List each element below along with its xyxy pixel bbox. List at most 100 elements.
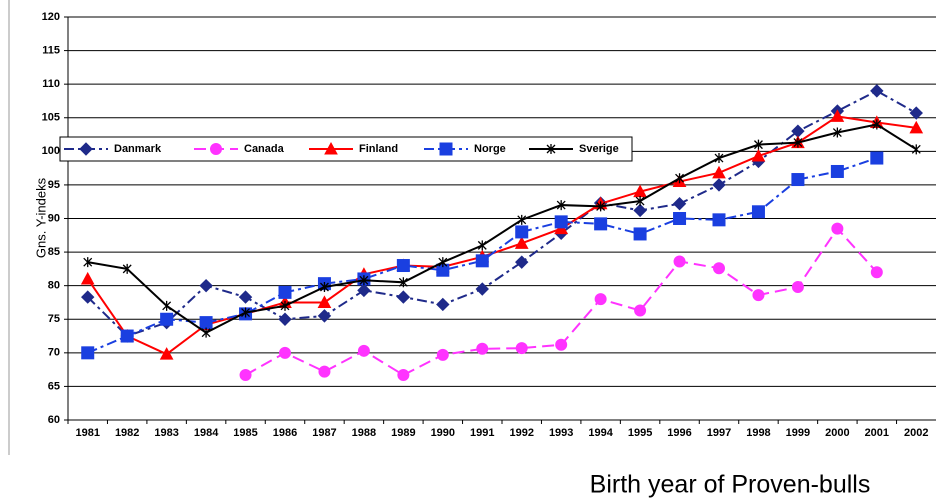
y-tick-label: 120 bbox=[42, 11, 60, 23]
legend-label: Sverige bbox=[579, 143, 619, 155]
legend-marker bbox=[439, 142, 453, 156]
data-point bbox=[280, 300, 290, 311]
data-point bbox=[159, 347, 174, 360]
data-point bbox=[319, 282, 329, 293]
x-tick-label: 1991 bbox=[470, 427, 494, 439]
data-point bbox=[81, 346, 95, 360]
data-point bbox=[80, 271, 95, 285]
data-point bbox=[81, 290, 95, 304]
data-point bbox=[239, 368, 252, 381]
data-point bbox=[359, 275, 369, 286]
y-tick-label: 60 bbox=[48, 414, 60, 426]
y-tick-label: 110 bbox=[42, 78, 60, 90]
data-point bbox=[514, 236, 529, 249]
data-point bbox=[751, 148, 766, 162]
data-point bbox=[633, 203, 647, 218]
legend-label: Norge bbox=[474, 143, 506, 155]
x-tick-label: 1990 bbox=[431, 427, 455, 439]
x-tick-label: 1987 bbox=[312, 427, 336, 439]
data-point bbox=[909, 106, 923, 120]
data-point bbox=[515, 255, 529, 269]
x-tick-label: 1997 bbox=[707, 427, 731, 439]
data-point bbox=[712, 165, 726, 179]
x-tick-label: 1984 bbox=[194, 427, 219, 439]
data-point bbox=[911, 144, 921, 155]
data-point bbox=[870, 151, 884, 165]
data-point bbox=[357, 344, 370, 357]
data-point bbox=[477, 240, 487, 251]
legend-label: Finland bbox=[359, 143, 398, 155]
data-point bbox=[870, 84, 884, 98]
data-point bbox=[594, 217, 608, 231]
y-tick-label: 70 bbox=[48, 347, 60, 359]
data-point bbox=[398, 277, 408, 288]
data-point bbox=[122, 263, 132, 274]
data-point bbox=[397, 368, 410, 381]
data-point bbox=[396, 259, 410, 273]
data-point bbox=[872, 119, 882, 130]
x-tick-label: 1999 bbox=[786, 427, 810, 439]
data-point bbox=[278, 312, 292, 326]
y-tick-label: 115 bbox=[42, 44, 60, 56]
legend-marker bbox=[210, 143, 222, 155]
series-line bbox=[87, 89, 917, 338]
data-point bbox=[318, 365, 331, 378]
data-point bbox=[317, 309, 332, 323]
data-point bbox=[201, 327, 211, 338]
data-point bbox=[791, 173, 805, 187]
data-point bbox=[162, 300, 172, 311]
data-point bbox=[515, 225, 529, 239]
data-point bbox=[357, 283, 371, 298]
x-tick-label: 1983 bbox=[154, 427, 178, 439]
legend-marker bbox=[79, 142, 93, 156]
data-point bbox=[673, 255, 686, 268]
x-tick-label: 1989 bbox=[391, 427, 415, 439]
data-point bbox=[199, 316, 213, 330]
data-point bbox=[241, 307, 251, 318]
data-point bbox=[830, 109, 845, 122]
data-point bbox=[673, 212, 687, 225]
data-point bbox=[714, 153, 724, 164]
data-point bbox=[633, 227, 647, 241]
y-tick-label: 100 bbox=[42, 145, 60, 157]
data-point bbox=[791, 281, 804, 294]
series-line bbox=[86, 115, 917, 356]
x-tick-label: 1982 bbox=[115, 427, 139, 439]
data-point bbox=[832, 127, 842, 138]
data-point bbox=[476, 342, 489, 355]
data-point bbox=[830, 164, 844, 178]
data-point bbox=[238, 290, 253, 304]
data-point bbox=[199, 278, 213, 293]
data-point bbox=[554, 215, 568, 229]
x-axis-label: Birth year of Proven-bulls bbox=[590, 471, 871, 499]
y-tick-label: 85 bbox=[48, 246, 60, 258]
data-point bbox=[278, 285, 292, 299]
series-line bbox=[87, 123, 917, 334]
x-tick-label: 1986 bbox=[273, 427, 297, 439]
x-tick-label: 1988 bbox=[352, 427, 376, 439]
data-point bbox=[436, 297, 450, 312]
x-tick-label: 1992 bbox=[509, 427, 533, 439]
data-point bbox=[870, 266, 883, 279]
legend-marker bbox=[324, 141, 338, 155]
x-tick-label: 2000 bbox=[825, 427, 849, 439]
data-point bbox=[517, 214, 527, 225]
y-tick-label: 95 bbox=[48, 179, 60, 191]
data-point bbox=[831, 222, 844, 235]
data-point bbox=[596, 201, 606, 212]
legend-label: Canada bbox=[244, 143, 285, 155]
data-point bbox=[279, 346, 291, 359]
data-point bbox=[436, 348, 449, 361]
data-point bbox=[160, 312, 174, 326]
data-point bbox=[317, 295, 332, 308]
x-tick-label: 2002 bbox=[904, 427, 928, 439]
data-point bbox=[120, 329, 134, 343]
x-tick-label: 1994 bbox=[588, 427, 613, 439]
data-point bbox=[515, 342, 528, 355]
legend: Danmark Canada Finland Norge Sverige bbox=[59, 136, 633, 162]
data-point bbox=[475, 254, 489, 268]
data-point bbox=[555, 338, 568, 351]
x-tick-label: 2001 bbox=[865, 427, 889, 439]
data-point bbox=[475, 282, 489, 296]
data-point bbox=[675, 173, 685, 184]
